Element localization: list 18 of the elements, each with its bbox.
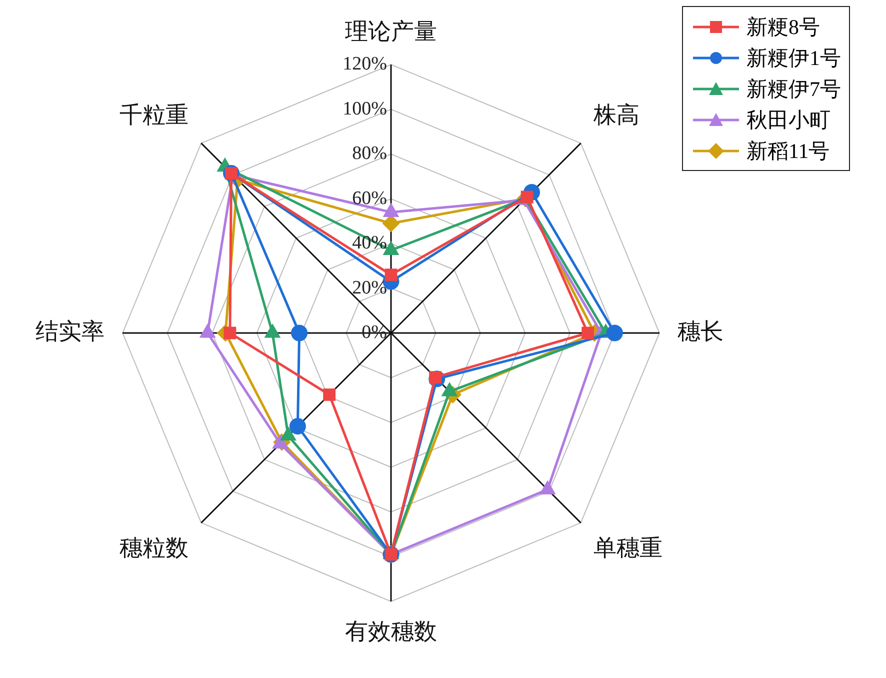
spoke-label: 结实率	[36, 319, 105, 344]
spoke-label: 单穗重	[594, 535, 663, 560]
legend-label: 新粳伊1号	[746, 44, 841, 72]
y-tick-label: 80%	[352, 143, 388, 164]
y-tick-label: 120%	[342, 54, 388, 75]
y-tick-label: 20%	[352, 277, 388, 298]
spoke-label: 株高	[592, 102, 640, 128]
spoke-label: 千粒重	[119, 102, 188, 128]
spoke-label: 理论产量	[345, 18, 437, 44]
spoke-label: 穗粒数	[119, 535, 188, 560]
legend-label: 新粳伊7号	[746, 76, 841, 102]
y-tick-label: 60%	[352, 188, 388, 209]
spoke-label: 有效穗数	[345, 619, 437, 644]
legend-label: 新粳8号	[746, 14, 820, 40]
y-tick-label: 100%	[342, 98, 388, 120]
legend-label: 新稻11号	[746, 138, 830, 164]
spoke-label: 穗长	[677, 319, 724, 344]
legend-label: 秋田小町	[746, 106, 830, 134]
